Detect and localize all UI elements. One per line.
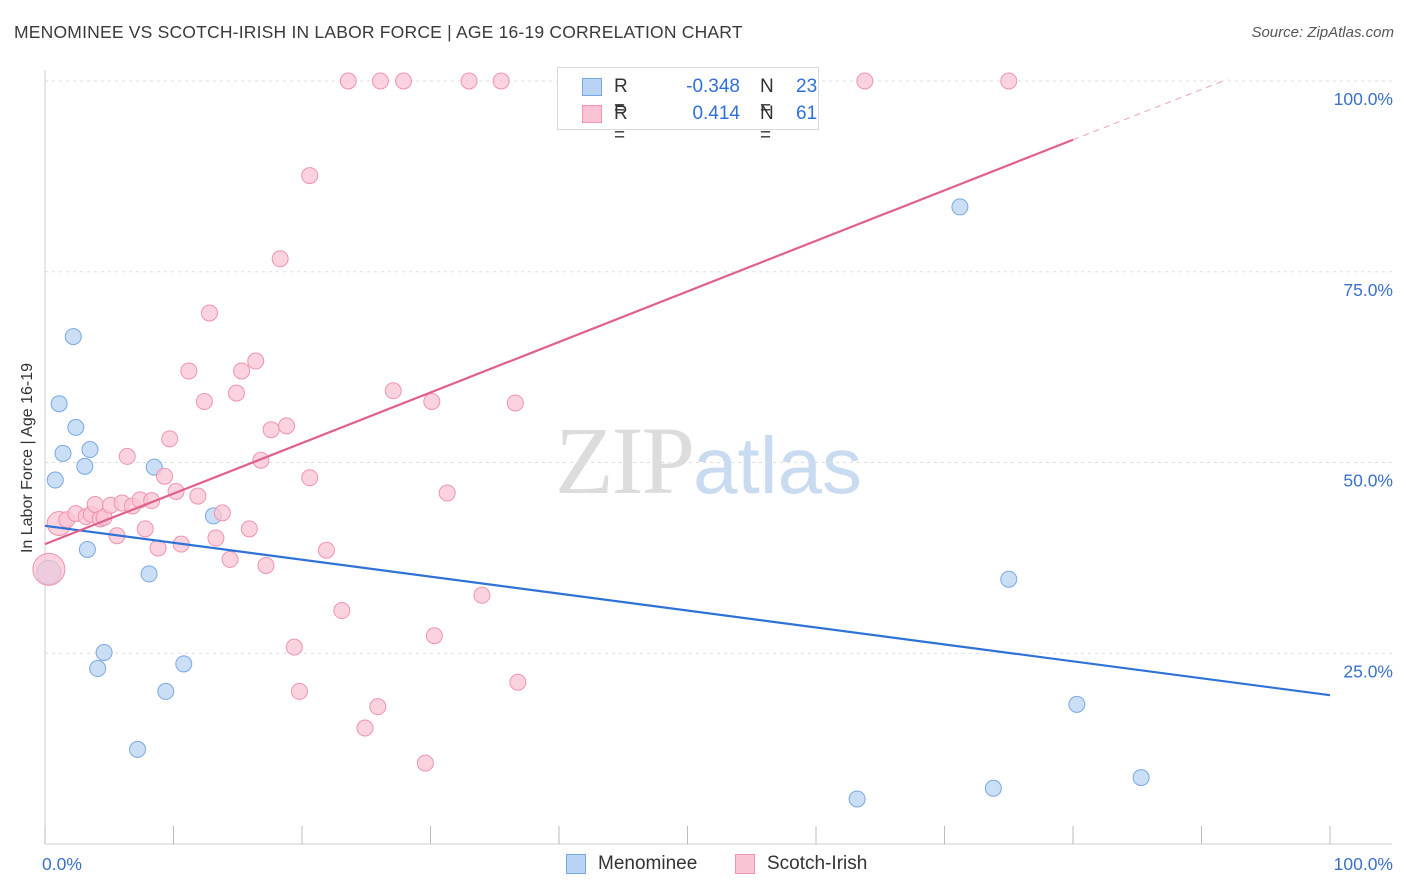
scotch-irish-point (156, 467, 174, 485)
scotch-irish-point (301, 469, 319, 487)
menominee-point (1000, 570, 1018, 588)
menominee-n-label: N = (760, 76, 774, 119)
menominee-point (81, 441, 99, 459)
scotch-irish-point (213, 504, 231, 522)
scotch-irish-point (180, 362, 198, 380)
bottom-scotch-irish-swatch (735, 854, 755, 874)
scotch-irish-trend-extension (1072, 79, 1228, 141)
scotch-irish-trend-line (44, 138, 1074, 546)
bottom-menominee-swatch (566, 854, 586, 874)
scotch-irish-point (32, 552, 66, 586)
menominee-point (46, 471, 64, 489)
scotch-irish-point (278, 417, 296, 435)
watermark: ZIPatlas (555, 405, 862, 516)
scotch-irish-r-value: 0.414 (692, 103, 740, 124)
scotch-irish-point (227, 384, 245, 402)
menominee-point (89, 660, 107, 678)
scotch-irish-point (233, 362, 251, 380)
menominee-r-label: R = (614, 76, 628, 119)
scotch-irish-point (271, 250, 289, 268)
menominee-swatch (582, 78, 602, 96)
scotch-irish-point (460, 72, 478, 90)
source-credit: Source: ZipAtlas.com (1251, 24, 1394, 41)
scotch-irish-point (189, 487, 207, 505)
menominee-point (76, 457, 94, 475)
scotch-irish-point (339, 72, 357, 90)
menominee-point (140, 565, 158, 583)
scotch-irish-point (856, 72, 874, 90)
scotch-irish-point (221, 550, 239, 568)
watermark-atlas: atlas (693, 421, 862, 510)
scotch-irish-swatch (582, 105, 602, 123)
scotch-irish-point (1000, 72, 1018, 90)
scotch-irish-point (240, 520, 258, 538)
menominee-point (50, 395, 68, 413)
scotch-irish-point (492, 72, 510, 90)
scotch-irish-point (356, 719, 374, 737)
scotch-irish-point (423, 392, 441, 410)
bottom-menominee-label: Menominee (598, 853, 698, 874)
y-axis-label: In Labor Force | Age 16-19 (19, 362, 36, 554)
scotch-irish-point (506, 394, 524, 412)
scotch-irish-point (317, 541, 335, 559)
correlation-legend: R = -0.348 N = 23 R = 0.414 N = 61 (557, 67, 819, 146)
scotch-irish-point (395, 72, 413, 90)
scotch-irish-point (247, 352, 265, 370)
menominee-point (951, 198, 969, 216)
menominee-point (67, 418, 85, 436)
menominee-point (64, 328, 82, 346)
chart-title: MENOMINEE VS SCOTCH-IRISH IN LABOR FORCE… (14, 22, 743, 42)
scotch-irish-point (262, 421, 280, 439)
scotch-irish-point (509, 673, 527, 691)
scotch-irish-point (333, 602, 351, 620)
x-tick-label: 0.0% (42, 854, 82, 874)
x-tick-label: 100.0% (1334, 854, 1393, 874)
scotch-irish-point (285, 638, 303, 656)
scotch-irish-point (207, 529, 225, 547)
scotch-irish-point (200, 304, 218, 322)
scotch-irish-n-label: N = (760, 103, 774, 146)
menominee-point (1068, 695, 1086, 713)
scotch-irish-point (425, 627, 443, 645)
menominee-point (1132, 769, 1150, 787)
scotch-irish-point (290, 682, 308, 700)
menominee-point (95, 643, 113, 661)
scotch-irish-r-label: R = (614, 103, 628, 146)
y-tick-label: 50.0% (1343, 471, 1393, 491)
menominee-point (129, 740, 147, 758)
y-tick-label: 100.0% (1334, 89, 1393, 109)
scotch-irish-point (473, 586, 491, 604)
scotch-irish-point (369, 698, 387, 716)
scotch-irish-point (301, 167, 319, 185)
scotch-irish-point (161, 430, 179, 448)
scotch-irish-point (371, 72, 389, 90)
scotch-irish-point (136, 520, 154, 538)
menominee-point (157, 682, 175, 700)
menominee-n-value: 23 (796, 76, 818, 97)
y-tick-label: 25.0% (1343, 661, 1393, 681)
menominee-trend-line (44, 524, 1331, 697)
scotch-irish-point (416, 754, 434, 772)
scotch-irish-point (384, 382, 402, 400)
menominee-point (984, 779, 1002, 797)
menominee-point (78, 540, 96, 558)
scotch-irish-point (438, 484, 456, 502)
scotch-irish-point (195, 392, 213, 410)
y-tick-label: 75.0% (1343, 280, 1393, 300)
scotch-irish-point (257, 557, 275, 575)
scotch-irish-point (118, 447, 136, 465)
bottom-scotch-irish-label: Scotch-Irish (767, 853, 868, 874)
scotch-irish-n-value: 61 (796, 103, 818, 124)
menominee-point (848, 790, 866, 808)
watermark-zip: ZIP (555, 407, 695, 514)
menominee-point (175, 655, 193, 673)
menominee-point (54, 444, 72, 462)
menominee-r-value: -0.348 (686, 76, 740, 97)
